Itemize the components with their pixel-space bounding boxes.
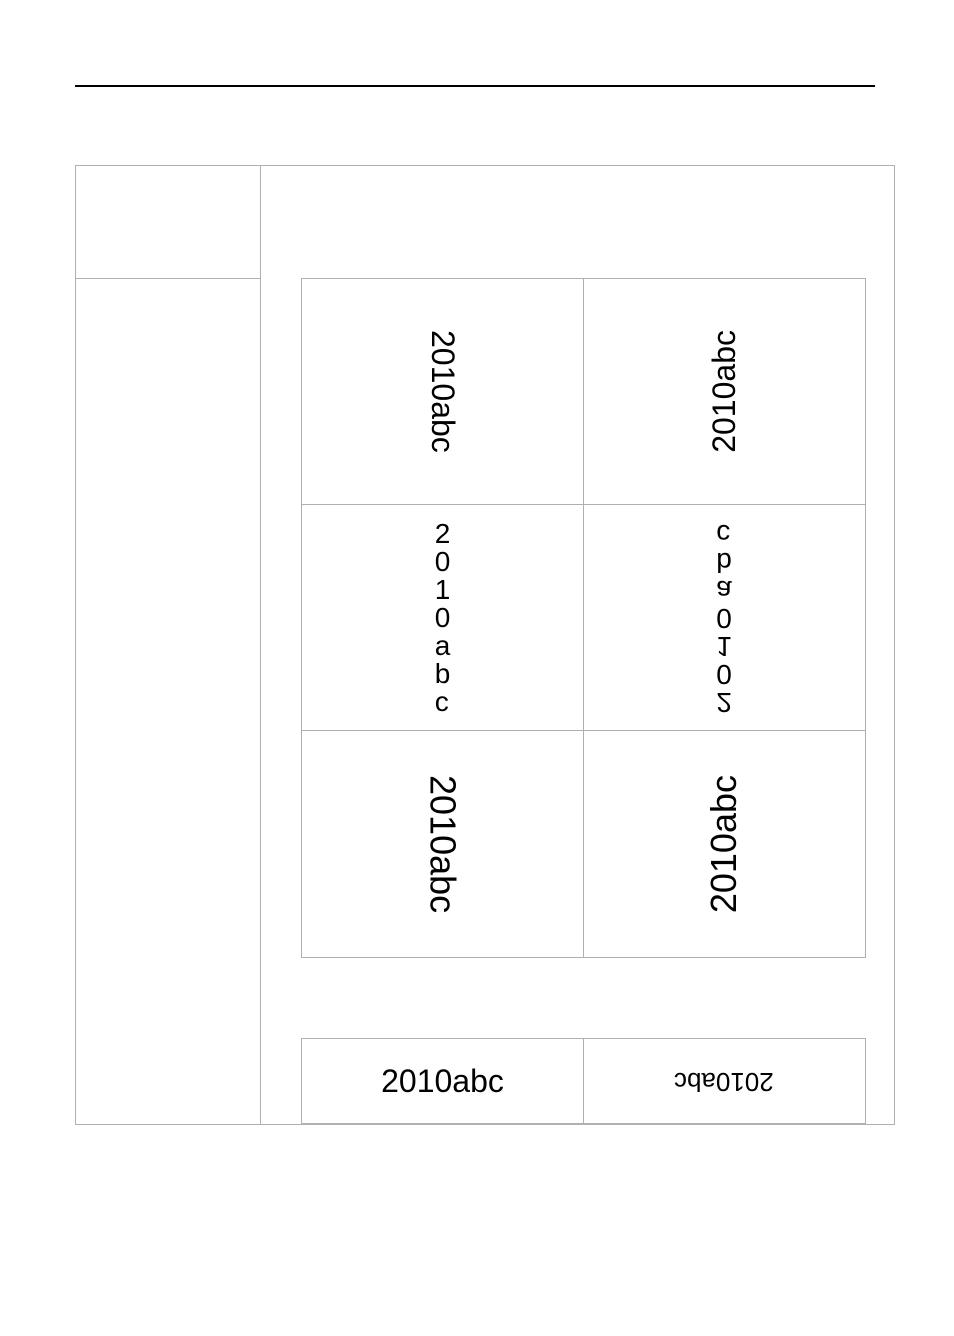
inner-grid-top: 2010abc 2010abc 2010abc cba0102 2010abc … <box>301 278 866 958</box>
cell-r1c2: 2010abc <box>583 279 865 504</box>
left-column <box>76 166 261 1124</box>
cell-r3c1: 2010abc <box>302 731 584 958</box>
header-rule <box>75 85 875 87</box>
cell-r3c2: 2010abc <box>583 731 865 958</box>
left-column-separator <box>76 278 260 279</box>
cell-r1c1: 2010abc <box>302 279 584 504</box>
outer-table: 2010abc 2010abc 2010abc cba0102 2010abc … <box>75 165 895 1125</box>
grid-row-2: 2010abc cba0102 <box>302 505 865 731</box>
cell-b1c2: 2010abc <box>583 1039 865 1123</box>
text-r2c2: cba0102 <box>716 520 732 716</box>
grid-row-3: 2010abc 2010abc <box>302 731 865 958</box>
text-r2c1: 2010abc <box>435 520 451 716</box>
text-b1c2: 2010abc <box>674 1066 774 1097</box>
cell-b1c1: 2010abc <box>302 1039 584 1123</box>
grid-row-1: 2010abc 2010abc <box>302 279 865 505</box>
inner-grid-bottom: 2010abc 2010abc <box>301 1038 866 1124</box>
text-r3c1: 2010abc <box>422 775 464 913</box>
text-r3c2: 2010abc <box>703 775 745 913</box>
text-b1c1: 2010abc <box>381 1063 504 1100</box>
text-r1c2: 2010abc <box>706 330 743 453</box>
cell-r2c2: cba0102 <box>583 505 865 730</box>
cell-r2c1: 2010abc <box>302 505 584 730</box>
text-r1c1: 2010abc <box>424 330 461 453</box>
